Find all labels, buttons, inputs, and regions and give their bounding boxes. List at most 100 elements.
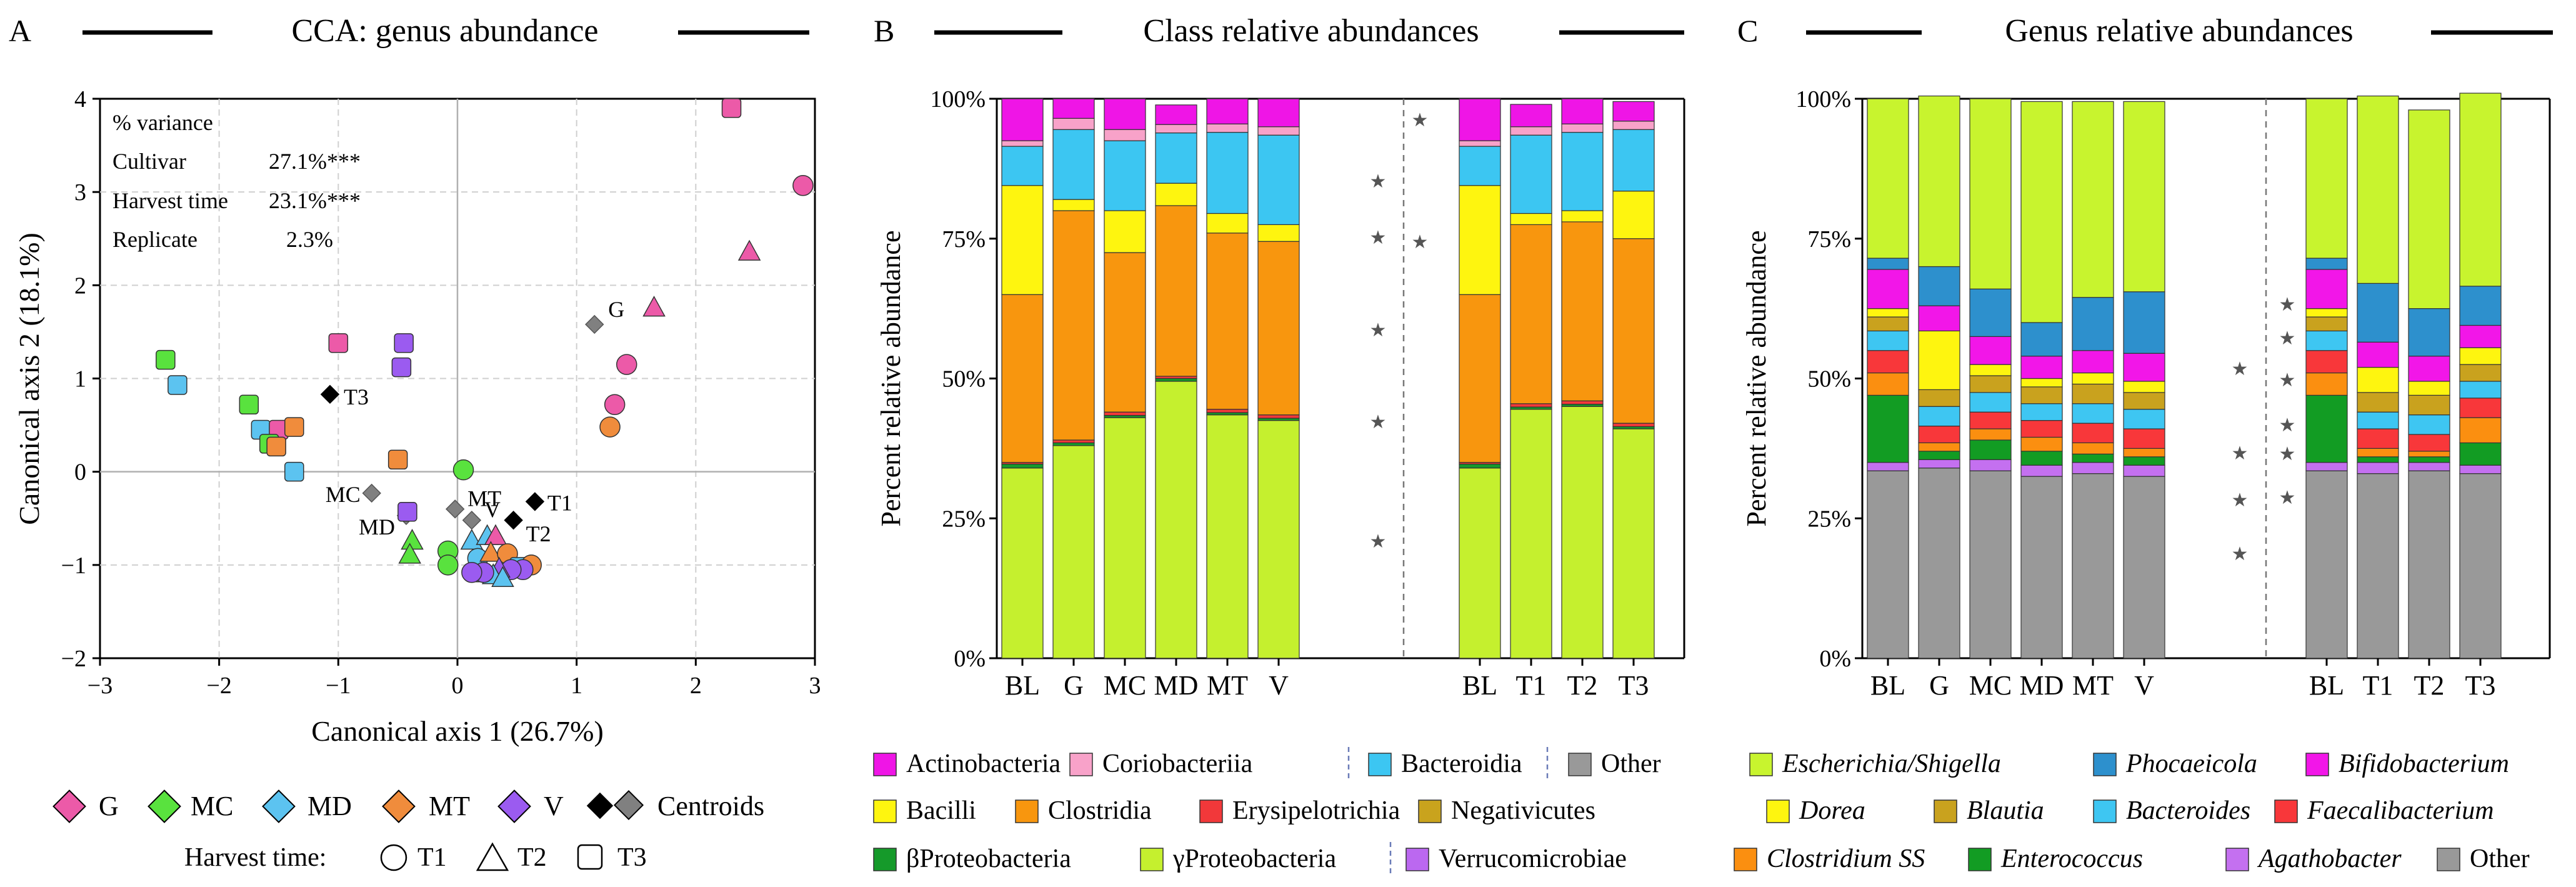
legend-swatch-enterococcus <box>1968 848 1992 871</box>
y-tick-label: −1 <box>61 553 86 579</box>
bar-segment--proteobacteria <box>1510 409 1552 659</box>
panel-c-letter: C <box>1737 13 1758 48</box>
panel-b: B Class relative abundances 0% 25% 50% 75% 1… <box>873 13 1685 876</box>
scatter-point-mc-t1 <box>452 459 474 481</box>
legend-label-clostridia: Clostridia <box>1048 796 1152 825</box>
y-tick-label: 100% <box>1795 86 1851 113</box>
bar-segment-clostridium-ss <box>1918 442 1960 452</box>
x-tick-label: BL <box>1005 670 1040 701</box>
legend-swatch-clostridia <box>1015 799 1039 823</box>
panel-a-legend: G MC MD MT V Centroids Harvest time: T1 … <box>52 789 764 872</box>
bar-segment-escherichia-shigella <box>2072 101 2114 298</box>
x-tick-label: MT <box>2072 670 2114 701</box>
legend-swatch-negativicutes <box>1418 799 1442 823</box>
legend-label-other: Other <box>2470 844 2530 873</box>
centroid-marker-t2 <box>504 511 523 530</box>
bar-segment-blautia <box>2459 364 2502 382</box>
bar-segment-bacteroidia <box>1612 129 1655 192</box>
panel-a-centroids: G T3 MC MT MD V T1 T2 <box>320 297 624 546</box>
panel-a-x-axis-label: Canonical axis 1 (26.7%) <box>311 715 604 747</box>
bar-segment-clostridia <box>1459 294 1501 463</box>
legend-label-erysipelotrichia: Erysipelotrichia <box>1232 796 1400 825</box>
bar-segment-blautia <box>2123 392 2165 410</box>
panel-b-letter: B <box>874 13 894 48</box>
y-tick-label: 0% <box>1819 646 1851 672</box>
bar-segment-bacteroidia <box>1104 140 1146 211</box>
bar-segment-bacteroides <box>1918 406 1960 427</box>
bar-segment-bacteroides <box>1867 330 1909 351</box>
bar-segment-coriobacteriia <box>1510 126 1552 136</box>
bar-segment-agathobacter <box>2408 462 2450 471</box>
legend-swatch-phocaeicola <box>2093 753 2117 776</box>
bar-segment-actinobacteria <box>1104 98 1146 130</box>
bar-segment-phocaeicola <box>1969 288 2012 337</box>
y-tick-label: 25% <box>942 506 986 532</box>
bar-segment-clostridia <box>1206 233 1249 410</box>
bar-segment-bifidobacterium <box>1867 269 1909 309</box>
bar-segment-dorea <box>1867 308 1909 318</box>
x-tick-label: BL <box>2309 670 2344 701</box>
bar-segment-clostridium-ss <box>2072 442 2114 454</box>
legend-t2-label: T2 <box>517 843 547 872</box>
bar-segment-clostridia <box>1155 205 1197 377</box>
scatter-point-mt-t3 <box>387 449 408 470</box>
bar-segment-coriobacteriia <box>1206 123 1249 133</box>
bar-segment-blautia <box>1969 375 2012 393</box>
scatter-point-g-t2 <box>642 296 666 317</box>
scatter-point-v-t3 <box>391 357 412 378</box>
legend-swatch-dorea <box>1766 799 1790 823</box>
bar-segment-bacilli <box>1257 224 1300 242</box>
bar-segment-other <box>2459 473 2502 659</box>
legend-label-verrucomicrobiae: Verrucomicrobiae <box>1439 844 1627 873</box>
scatter-point-g-t1 <box>792 174 814 196</box>
bar-segment-phocaeicola <box>2123 291 2165 354</box>
bar-segment-erysipelotrichia <box>1052 439 1095 444</box>
x-tick-label: BL <box>1462 670 1497 701</box>
scatter-point-mc-t1 <box>437 554 459 576</box>
bar-segment-actinobacteria <box>1052 98 1095 119</box>
bar-segment-bacteroides <box>2459 381 2502 399</box>
bar-segment-clostridia <box>1510 224 1552 404</box>
bar-segment-other <box>2072 473 2114 659</box>
significance-star: ★ <box>1370 171 1387 192</box>
legend-centroids-label: Centroids <box>657 791 764 821</box>
centroid-label-md: MD <box>359 514 395 539</box>
scatter-point-g-t2 <box>737 239 761 261</box>
legend-swatch-bacilli <box>873 799 897 823</box>
significance-star: ★ <box>2279 370 2296 391</box>
legend-label-bacilli: Bacilli <box>906 796 976 825</box>
bar-segment-coriobacteriia <box>1612 121 1655 130</box>
bar-segment-clostridium-ss <box>2020 436 2063 452</box>
legend-swatch-coriobacteriia <box>1069 753 1093 776</box>
variance-header: % variance <box>112 110 213 135</box>
bar-segment-agathobacter <box>2072 462 2114 474</box>
x-tick-label: −1 <box>326 673 351 699</box>
bar-segment-agathobacter <box>2123 464 2165 477</box>
bar-segment-phocaeicola <box>2459 286 2502 326</box>
bar-segment-bacilli <box>1206 213 1249 234</box>
bar-segment-other <box>2020 476 2063 659</box>
bar-segment-blautia <box>2305 316 2348 332</box>
bar-segment-faecalibacterium <box>2357 428 2399 449</box>
legend-t3-shape <box>577 844 603 870</box>
bar-segment-bacteroidia <box>1155 132 1197 184</box>
significance-star: ★ <box>1412 232 1429 253</box>
bar-segment-phocaeicola <box>2305 258 2348 270</box>
centroid-label-t3: T3 <box>344 384 369 409</box>
bar-segment-phocaeicola <box>2020 322 2063 357</box>
bar-segment-agathobacter <box>1867 462 1909 471</box>
variance-value-cultivar: 27.1%*** <box>269 149 361 174</box>
bar-segment-clostridia <box>1104 252 1146 413</box>
bar-segment-enterococcus <box>2459 442 2502 466</box>
bar-segment-agathobacter <box>2305 462 2348 471</box>
bar-segment-bacteroidia <box>1459 146 1501 186</box>
bar-segment-bacteroides <box>2020 403 2063 421</box>
bar-segment-clostridium-ss <box>2357 448 2399 458</box>
legend-swatch-blautia <box>1934 799 1957 823</box>
bar-segment-clostridia <box>1561 221 1604 401</box>
significance-star: ★ <box>1370 320 1387 341</box>
bar-segment-other <box>2408 470 2450 659</box>
bar-segment--proteobacteria <box>1155 381 1197 659</box>
bar-segment-bacteroides <box>2357 411 2399 429</box>
panel-c-legend: Escherichia/Shigella Phocaeicola Bifidobac… <box>1734 749 2530 873</box>
